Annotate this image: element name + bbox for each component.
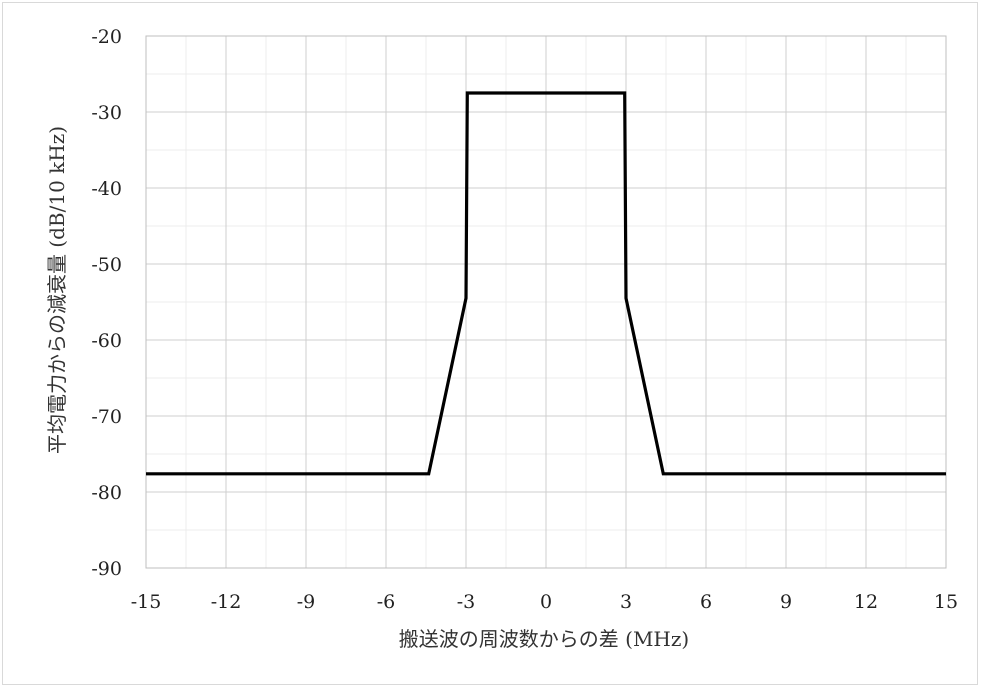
x-tick-labels: -15 -12 -9 -6 -3 0 3 6 9 12 15 xyxy=(131,591,958,613)
y-tick-label: -30 xyxy=(91,102,122,124)
y-tick-label: -80 xyxy=(91,482,122,504)
series-layer xyxy=(146,91,946,476)
x-axis-title: 搬送波の周波数からの差 (MHz) xyxy=(399,627,689,651)
x-tick-label: 0 xyxy=(540,591,552,613)
x-tick-label: -6 xyxy=(377,591,396,613)
x-tick-label: 6 xyxy=(700,591,712,613)
y-axis-title: 平均電力からの減衰量 (dB/10 kHz) xyxy=(45,126,69,454)
x-tick-label: -3 xyxy=(457,591,476,613)
x-tick-label: -15 xyxy=(131,591,162,613)
y-tick-label: -70 xyxy=(91,406,122,428)
y-tick-label: -40 xyxy=(91,178,122,200)
x-tick-label: 9 xyxy=(780,591,792,613)
y-tick-labels: -20 -30 -40 -50 -60 -70 -80 -90 xyxy=(91,26,122,580)
x-tick-label: -12 xyxy=(211,591,242,613)
x-tick-label: 3 xyxy=(620,591,632,613)
y-tick-label: -20 xyxy=(91,26,122,48)
y-tick-label: -90 xyxy=(91,558,122,580)
y-tick-label: -50 xyxy=(91,254,122,276)
x-tick-label: 12 xyxy=(854,591,878,613)
x-tick-label: -9 xyxy=(297,591,316,613)
x-tick-label: 15 xyxy=(934,591,958,613)
y-tick-label: -60 xyxy=(91,330,122,352)
plot-area xyxy=(145,35,947,569)
series-line xyxy=(146,91,946,476)
